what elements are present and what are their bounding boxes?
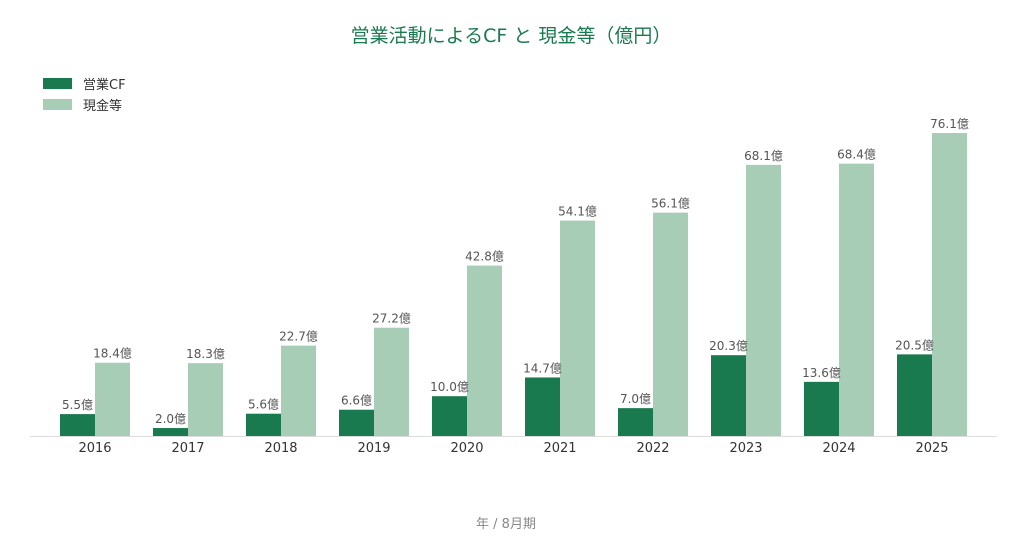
value-label-cash-2024: 68.4億 <box>837 148 876 162</box>
value-label-cash-2021: 54.1億 <box>558 205 597 219</box>
bars-layer <box>60 133 967 437</box>
x-tick-label-2025: 2025 <box>915 441 948 456</box>
value-label-operating-cf-2022: 7.0億 <box>620 392 651 406</box>
value-label-cash-2025: 76.1億 <box>930 117 969 131</box>
value-label-cash-2019: 27.2億 <box>372 312 411 326</box>
x-tick-label-2016: 2016 <box>78 441 111 456</box>
value-label-operating-cf-2024: 13.6億 <box>802 366 841 380</box>
legend: 営業CF 現金等 <box>43 77 126 114</box>
value-label-operating-cf-2023: 20.3億 <box>709 339 748 353</box>
bar-operating-cf-2017 <box>153 428 188 436</box>
bar-operating-cf-2024 <box>804 381 839 436</box>
bar-cash-2018 <box>281 345 316 436</box>
value-label-operating-cf-2020: 10.0億 <box>430 380 469 394</box>
bar-cash-2022 <box>653 212 688 436</box>
x-tick-label-2017: 2017 <box>171 441 204 456</box>
chart-title: 営業活動によるCF と 現金等（億円） <box>351 25 672 47</box>
bar-operating-cf-2023 <box>711 355 746 436</box>
value-label-cash-2022: 56.1億 <box>651 197 690 211</box>
x-tick-label-2018: 2018 <box>264 441 297 456</box>
x-tick-label-2023: 2023 <box>729 441 762 456</box>
x-tick-label-2020: 2020 <box>450 441 483 456</box>
x-axis-label: 年 / 8月期 <box>476 517 536 532</box>
bar-cash-2019 <box>374 327 409 436</box>
x-tick-label-2024: 2024 <box>822 441 855 456</box>
x-tick-labels-layer: 2016 2017 2018 2019 2020 2021 2022 2023 2024 2025 <box>78 441 948 456</box>
value-label-operating-cf-2019: 6.6億 <box>341 394 372 408</box>
x-tick-label-2019: 2019 <box>357 441 390 456</box>
bar-operating-cf-2022 <box>618 408 653 436</box>
bar-cash-2023 <box>746 164 781 436</box>
bar-operating-cf-2025 <box>897 354 932 436</box>
bar-cash-2017 <box>188 363 223 436</box>
value-label-cash-2018: 22.7億 <box>279 330 318 344</box>
value-label-cash-2017: 18.3億 <box>186 347 225 361</box>
legend-label-cash: 現金等 <box>83 98 122 114</box>
bar-operating-cf-2019 <box>339 409 374 436</box>
value-label-cash-2016: 18.4億 <box>93 347 132 361</box>
bar-cash-2020 <box>467 265 502 436</box>
value-label-operating-cf-2025: 20.5億 <box>895 338 934 352</box>
value-label-cash-2023: 68.1億 <box>744 149 783 163</box>
legend-swatch-cash <box>43 99 72 110</box>
bar-cash-2025 <box>932 133 967 436</box>
bar-operating-cf-2016 <box>60 414 95 436</box>
x-tick-label-2021: 2021 <box>543 441 576 456</box>
value-label-cash-2020: 42.8億 <box>465 250 504 264</box>
value-label-operating-cf-2021: 14.7億 <box>523 361 562 375</box>
bar-cash-2021 <box>560 220 595 436</box>
x-tick-label-2022: 2022 <box>636 441 669 456</box>
value-label-operating-cf-2017: 2.0億 <box>155 412 186 426</box>
bar-cash-2024 <box>839 163 874 437</box>
value-label-operating-cf-2018: 5.6億 <box>248 398 279 412</box>
bar-operating-cf-2020 <box>432 396 467 436</box>
value-label-operating-cf-2016: 5.5億 <box>62 398 93 412</box>
value-labels-layer: 5.5億 18.4億 2.0億 18.3億 5.6億 22.7億 6.6億 27.2億 10.0… <box>62 117 969 426</box>
legend-swatch-operating-cf <box>43 78 72 89</box>
legend-label-operating-cf: 営業CF <box>83 77 126 93</box>
bar-operating-cf-2018 <box>246 413 281 436</box>
bar-operating-cf-2021 <box>525 377 560 436</box>
bar-cash-2016 <box>95 362 130 436</box>
